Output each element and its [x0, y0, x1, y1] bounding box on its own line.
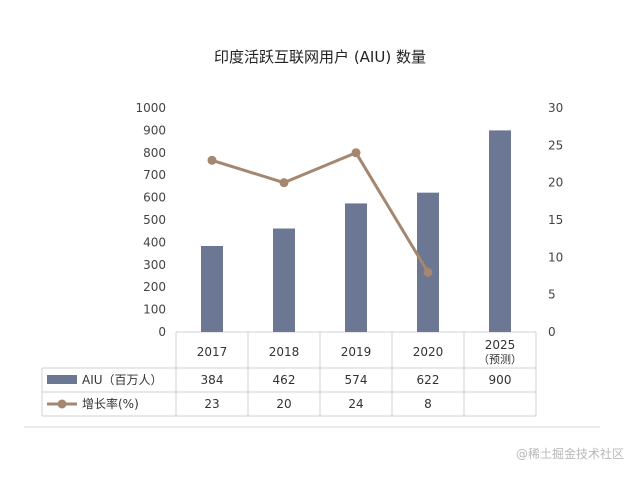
y-left-tick-label: 300 [143, 258, 166, 272]
x-tick-label: 2019 [341, 345, 372, 359]
growth-point [279, 178, 289, 188]
bar [201, 245, 223, 332]
y-left-tick-label: 900 [143, 123, 166, 137]
table-cell: 8 [424, 397, 432, 411]
y-right-tick-label: 5 [548, 288, 556, 302]
growth-point [423, 267, 433, 277]
bar [417, 192, 439, 332]
y-left-tick-label: 700 [143, 168, 166, 182]
table-cell: 622 [417, 373, 440, 387]
table-row-label: AIU（百万人） [82, 373, 163, 387]
x-tick-sublabel: （预测） [478, 353, 522, 366]
table-row-label: 增长率(%) [82, 396, 139, 411]
bar [273, 228, 295, 332]
y-left-tick-label: 800 [143, 146, 166, 160]
x-tick-label: 2017 [197, 345, 228, 359]
growth-point [207, 155, 217, 165]
bar [489, 130, 511, 332]
y-left-tick-label: 0 [158, 325, 166, 339]
y-right-tick-label: 25 [548, 138, 563, 152]
legend-line-marker [57, 399, 67, 409]
table-cell: 900 [489, 373, 512, 387]
y-right-tick-label: 10 [548, 250, 563, 264]
table-cell: 24 [348, 397, 363, 411]
table-cell: 384 [201, 373, 224, 387]
growth-point [351, 148, 361, 158]
y-left-tick-label: 400 [143, 235, 166, 249]
table-cell: 462 [273, 373, 296, 387]
y-right-tick-label: 20 [548, 176, 563, 190]
table-cell: 23 [204, 397, 219, 411]
chart-title: 印度活跃互联网用户 (AIU) 数量 [214, 48, 426, 66]
y-left-tick-label: 600 [143, 191, 166, 205]
x-tick-label: 2025 [485, 338, 516, 352]
table-cell: 20 [276, 397, 291, 411]
y-right-tick-label: 0 [548, 325, 556, 339]
legend-bar-key [47, 375, 77, 384]
y-left-tick-label: 500 [143, 213, 166, 227]
y-right-tick-label: 15 [548, 213, 563, 227]
table-cell: 574 [345, 373, 368, 387]
y-right-tick-label: 30 [548, 101, 563, 115]
bar [345, 203, 367, 332]
growth-line [211, 151, 430, 274]
x-tick-label: 2018 [269, 345, 300, 359]
y-left-tick-label: 1000 [135, 101, 166, 115]
watermark: @稀土掘金技术社区 [515, 447, 624, 461]
x-tick-label: 2020 [413, 345, 444, 359]
y-left-tick-label: 200 [143, 280, 166, 294]
y-left-tick-label: 100 [143, 303, 166, 317]
